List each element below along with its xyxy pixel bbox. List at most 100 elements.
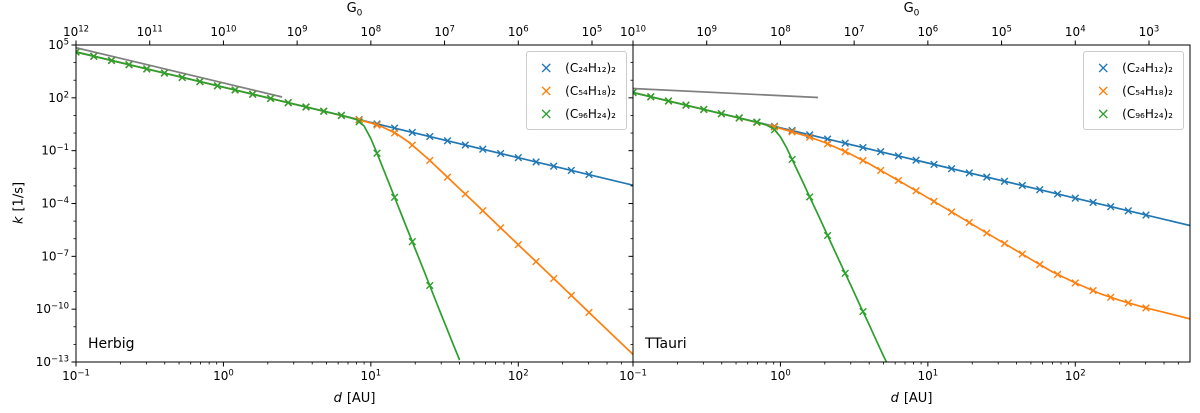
legend-label: (C₉₆H₂₄)₂: [565, 106, 616, 121]
x-marker-icon: [647, 93, 655, 101]
x-axis-label-herbig: d [AU]: [76, 391, 633, 406]
x-marker-icon: [983, 229, 991, 237]
panel-label-ttauri: TTauri: [645, 336, 687, 352]
series-line: [76, 51, 461, 361]
x-marker-icon: [549, 274, 558, 283]
x-marker-icon: [947, 164, 956, 173]
tick-label: 1010: [620, 25, 646, 40]
series-line: [76, 46, 283, 98]
x-marker-icon: [390, 193, 399, 202]
tick-label: 1011: [137, 25, 163, 40]
x-marker-icon: [1089, 198, 1097, 207]
x-marker-icon: [76, 48, 80, 56]
x-marker-icon: [717, 109, 726, 118]
tick-label: 10−7: [41, 249, 69, 264]
x-marker-icon: [302, 103, 310, 111]
legend-item: × (C₂₄H₁₂)₂: [533, 56, 616, 79]
x-marker-icon: [1089, 286, 1097, 295]
tick-label: 10−1: [41, 143, 69, 158]
x-marker-icon: [426, 132, 434, 141]
x-marker-icon: [567, 291, 576, 300]
legend-ttauri: × (C₂₄H₁₂)₂ × (C₅₄H₁₈)₂ × (C₉₆H₂₄)₂: [1083, 51, 1184, 130]
tick-label: 1010: [210, 25, 236, 40]
series-reference-line: [76, 46, 283, 98]
x-marker-icon: [753, 118, 761, 126]
x-marker-icon: [841, 147, 849, 156]
tick-label: 109: [287, 25, 308, 40]
x-marker-icon: [983, 173, 991, 181]
top-axis-text: G: [346, 1, 357, 16]
x-marker-icon: [841, 269, 849, 278]
x-marker-icon: [319, 107, 328, 115]
x-marker-icon: [408, 237, 417, 246]
x-marker-icon: [248, 90, 257, 98]
x-marker-icon: [633, 88, 637, 97]
x-marker-icon: [1000, 239, 1009, 248]
x-marker-icon: ×: [1096, 103, 1110, 123]
x-marker-icon: [1106, 293, 1115, 302]
axes: [628, 40, 1191, 367]
x-axis-unit: [AU]: [346, 391, 376, 406]
x-marker-icon: [823, 231, 832, 240]
x-marker-icon: [443, 137, 452, 145]
y-axis-label: k [1/s]: [12, 182, 27, 224]
legend-label: (C₂₄H₁₂)₂: [565, 60, 616, 75]
x-marker-icon: [355, 118, 363, 126]
x-marker-icon: [1124, 207, 1133, 215]
x-marker-icon: ×: [1096, 80, 1110, 100]
x-marker-icon: [266, 94, 275, 103]
x-marker-icon: [496, 149, 505, 158]
x-marker-icon: [426, 156, 434, 165]
x-marker-icon: ×: [1096, 57, 1110, 77]
x-marker-icon: [1018, 181, 1027, 190]
x-marker-icon: [965, 169, 974, 177]
x-marker-icon: [859, 156, 867, 165]
x-marker-icon: [532, 158, 540, 166]
x-marker-icon: [841, 139, 849, 147]
x-marker-icon: [930, 197, 938, 206]
tick-label: 103: [1139, 25, 1160, 40]
x-marker-icon: [700, 105, 708, 114]
x-marker-icon: [390, 129, 399, 137]
tick-label: 105: [48, 38, 69, 53]
x-marker-icon: [894, 152, 903, 160]
tick-label: 106: [918, 25, 939, 40]
x-marker-icon: [213, 82, 222, 90]
x-axis-unit: [AU]: [903, 391, 933, 406]
series-reference-line: [633, 87, 819, 99]
x-marker-icon: [143, 65, 151, 73]
x-marker-icon: [585, 308, 593, 317]
x-marker-icon: [1000, 177, 1009, 186]
tick-label: 10−4: [41, 196, 69, 211]
legend-label: (C₅₄H₁₈)₂: [565, 83, 616, 98]
x-marker-icon: [876, 147, 885, 156]
x-marker-icon: [196, 77, 204, 86]
x-marker-icon: ×: [539, 80, 553, 100]
x-marker-icon: [479, 206, 487, 215]
x-marker-icon: [1124, 299, 1133, 307]
x-marker-icon: [965, 218, 974, 227]
panel-label-herbig: Herbig: [88, 336, 135, 352]
tick-label: 107: [434, 25, 455, 40]
x-marker-icon: [805, 133, 814, 141]
tick-label: 102: [508, 369, 529, 384]
tick-label: 105: [582, 25, 603, 40]
legend-label: (C₅₄H₁₈)₂: [1122, 83, 1173, 98]
x-marker-icon: [1071, 194, 1080, 202]
x-marker-icon: [284, 98, 292, 107]
x-marker-icon: [373, 121, 381, 129]
tick-label: 10−1: [619, 369, 647, 384]
legend-item: × (C₅₄H₁₈)₂: [1090, 79, 1173, 102]
x-marker-icon: [479, 145, 487, 153]
top-axis-subscript: 0: [913, 8, 920, 19]
tick-label: 102: [48, 90, 69, 105]
x-marker-icon: [514, 153, 523, 162]
x-marker-icon: [805, 193, 814, 201]
x-marker-icon: [1071, 279, 1080, 287]
x-marker-icon: [912, 156, 920, 164]
legend-label: (C₂₄H₁₂)₂: [1122, 60, 1173, 75]
tick-label: 108: [361, 25, 382, 40]
x-marker-icon: ×: [539, 57, 553, 77]
x-marker-icon: [373, 149, 381, 157]
